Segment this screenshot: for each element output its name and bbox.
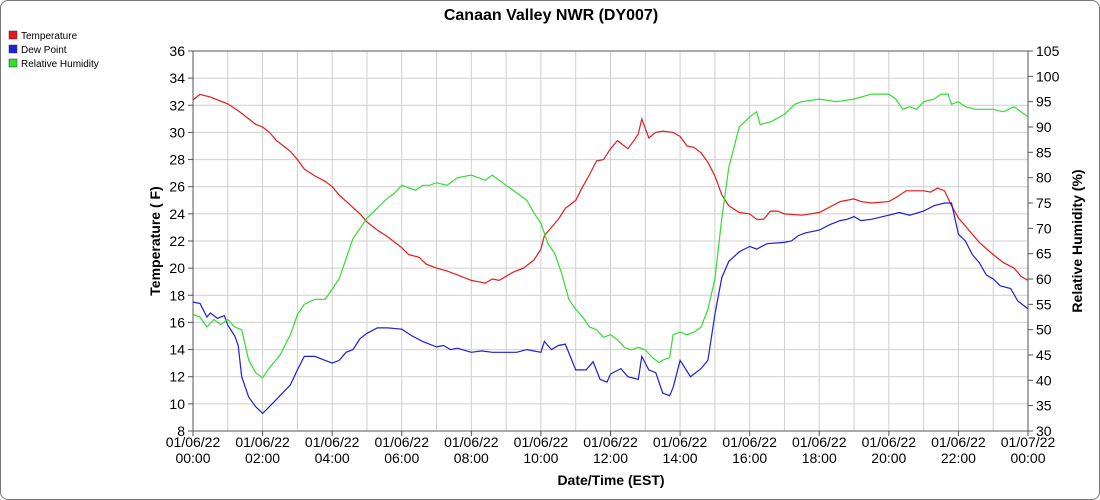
y-tick-label: 32 — [169, 97, 185, 113]
y-tick-label: 16 — [169, 314, 185, 330]
y2-tick-label: 50 — [1036, 322, 1052, 338]
y2-tick-label: 105 — [1036, 43, 1060, 59]
y-tick-label: 12 — [169, 369, 185, 385]
y-tick-label: 30 — [169, 124, 185, 140]
x-tick-label-date: 01/06/22 — [375, 434, 430, 450]
x-tick-label-time: 22:00 — [941, 450, 976, 466]
x-tick-label-date: 01/06/22 — [792, 434, 847, 450]
y2-tick-label: 35 — [1036, 398, 1052, 414]
x-tick-label-date: 01/06/22 — [653, 434, 708, 450]
series-line-relative-humidity — [192, 93, 1029, 379]
y-axis-ticks: 8 10 12 14 16 18 20 22 24 26 28 30 32 34 36 — [169, 43, 193, 439]
y2-tick-label: 30 — [1036, 423, 1052, 439]
x-tick-label-time: 16:00 — [732, 450, 767, 466]
y-tick-label: 22 — [169, 233, 185, 249]
series-lines — [192, 93, 1029, 415]
y2-tick-label: 80 — [1036, 170, 1052, 186]
y2-tick-label: 45 — [1036, 347, 1052, 363]
x-tick-label-date: 01/07/22 — [1001, 434, 1056, 450]
y-tick-label: 24 — [169, 206, 185, 222]
legend-swatch-dew-point — [8, 44, 18, 54]
y2-tick-label: 55 — [1036, 296, 1052, 312]
legend: Temperature Dew Point Relative Humidity — [8, 30, 99, 70]
chart-title: Canaan Valley NWR (DY007) — [444, 7, 658, 24]
x-tick-label-time: 02:00 — [245, 450, 280, 466]
series-line-dew-point — [192, 202, 1029, 415]
x-tick-label-time: 12:00 — [593, 450, 628, 466]
x-tick-label-date: 01/06/22 — [514, 434, 569, 450]
y2-tick-label: 65 — [1036, 246, 1052, 262]
x-tick-label-date: 01/06/22 — [931, 434, 986, 450]
x-tick-label-date: 01/06/22 — [444, 434, 499, 450]
x-tick-label-time: 08:00 — [454, 450, 489, 466]
x-tick-label-date: 01/06/22 — [862, 434, 917, 450]
x-tick-label-time: 20:00 — [871, 450, 906, 466]
y-tick-label: 8 — [177, 423, 185, 439]
x-tick-label-time: 00:00 — [175, 450, 210, 466]
y2-tick-label: 85 — [1036, 144, 1052, 160]
x-tick-label-time: 06:00 — [384, 450, 419, 466]
y2-tick-label: 40 — [1036, 372, 1052, 388]
y-tick-label: 14 — [169, 342, 185, 358]
y-axis-title: Temperature ( F) — [147, 186, 163, 295]
legend-label-temperature: Temperature — [21, 31, 78, 42]
y2-tick-label: 95 — [1036, 94, 1052, 110]
y-tick-label: 26 — [169, 179, 185, 195]
y2-tick-label: 70 — [1036, 220, 1052, 236]
x-tick-label-date: 01/06/22 — [235, 434, 290, 450]
x-tick-label-time: 10:00 — [523, 450, 558, 466]
y2-tick-label: 75 — [1036, 195, 1052, 211]
legend-label-dew-point: Dew Point — [21, 45, 67, 56]
y2-axis-ticks: 30 35 40 45 50 55 60 65 70 75 80 85 90 95 100 105 — [1028, 43, 1060, 439]
x-axis-title: Date/Time (EST) — [557, 472, 664, 488]
legend-swatch-temperature — [8, 30, 18, 40]
y-tick-label: 18 — [169, 287, 185, 303]
x-tick-label-date: 01/06/22 — [583, 434, 638, 450]
y-tick-label: 28 — [169, 152, 185, 168]
y2-axis-title: Relative Humidity (%) — [1069, 169, 1085, 312]
legend-label-relative-humidity: Relative Humidity — [21, 59, 99, 70]
x-tick-label-time: 04:00 — [315, 450, 350, 466]
y2-tick-label: 90 — [1036, 119, 1052, 135]
series-line-temperature — [192, 93, 1029, 284]
y-tick-label: 10 — [169, 396, 185, 412]
x-tick-label-time: 00:00 — [1010, 450, 1045, 466]
x-tick-label-date: 01/06/22 — [305, 434, 360, 450]
x-axis-ticks: 01/06/2200:0001/06/2202:0001/06/2204:000… — [166, 431, 1056, 466]
y2-tick-label: 100 — [1036, 68, 1060, 84]
x-tick-label-date: 01/06/22 — [722, 434, 777, 450]
y-tick-label: 34 — [169, 70, 185, 86]
y2-tick-label: 60 — [1036, 271, 1052, 287]
x-tick-label-date: 01/06/22 — [166, 434, 221, 450]
x-tick-label-time: 14:00 — [663, 450, 698, 466]
grid — [193, 51, 1028, 431]
y-tick-label: 36 — [169, 43, 185, 59]
x-tick-label-time: 18:00 — [802, 450, 837, 466]
legend-swatch-relative-humidity — [8, 58, 18, 68]
y-tick-label: 20 — [169, 260, 185, 276]
